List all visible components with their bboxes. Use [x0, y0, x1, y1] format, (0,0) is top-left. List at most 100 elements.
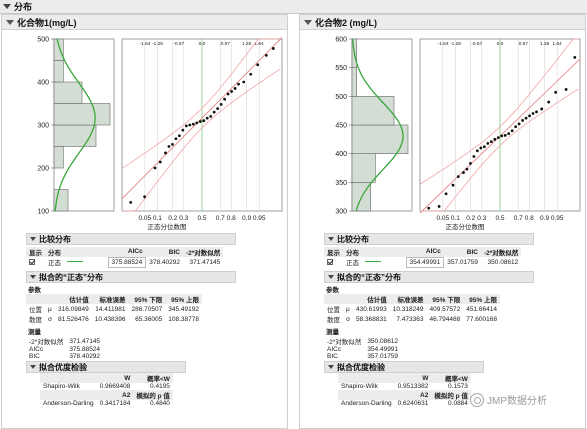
- x-tick-label: 0.2: [168, 215, 177, 222]
- data-point: [233, 87, 237, 90]
- parameter-table: 估计值 标准误差 95% 下限 95% 上限 位置 μ 430.61993 10.31824…: [324, 294, 500, 324]
- quantile-tick-label: 1.28: [540, 41, 550, 47]
- data-point: [230, 90, 233, 93]
- histogram-bar: [53, 103, 111, 126]
- compare-header[interactable]: 比较分布: [26, 233, 236, 245]
- quantile-tick-label: -0.67: [173, 41, 184, 47]
- show-checkbox[interactable]: [327, 258, 333, 265]
- disclosure-icon[interactable]: [328, 275, 334, 279]
- x-tick-label: 0.7: [216, 215, 225, 222]
- data-point: [472, 155, 476, 158]
- histogram-bar: [351, 96, 395, 126]
- fitted-normal-header[interactable]: 拟合的“正态”分布: [324, 271, 534, 283]
- fitted-normal-header[interactable]: 拟合的“正态”分布: [26, 271, 236, 283]
- disclosure-icon[interactable]: [328, 365, 334, 369]
- data-point: [524, 116, 528, 120]
- data-point: [177, 134, 181, 138]
- data-point: [158, 160, 162, 164]
- gof-section: 拟合优度检验 W 概率<W Shapiro-Wilk 0.9669408 0.4195…: [26, 361, 186, 407]
- data-point: [271, 47, 275, 50]
- disclosure-icon[interactable]: [30, 275, 36, 279]
- quantile-tick-label: 0.0: [199, 41, 206, 47]
- distribution-panel: 化合物2 (mg/L) 600 550 500 450 400 350 300 0.05 0.1…: [299, 14, 586, 429]
- quantile-tick-label: 0.0: [497, 41, 504, 47]
- data-point: [456, 175, 460, 179]
- reference-line: [121, 37, 283, 199]
- show-checkbox[interactable]: [29, 258, 35, 265]
- data-point: [462, 171, 465, 174]
- x-tick-label: 0.2: [466, 215, 475, 222]
- data-point: [256, 63, 260, 67]
- data-point: [547, 100, 551, 104]
- data-point: [482, 145, 486, 149]
- histogram-bar: [53, 146, 64, 169]
- panel-title: 化合物2 (mg/L): [315, 17, 377, 28]
- y-tick-label: 300: [37, 123, 49, 130]
- data-point: [437, 205, 441, 208]
- quantile-tick-label: -0.67: [471, 41, 482, 47]
- x-tick-label: 0.8: [525, 215, 534, 222]
- x-tick-label: 0.1: [153, 215, 162, 222]
- measures-table: -2*对数似然 371.47145 AICc 375.88524 BIC 378.40…: [29, 337, 101, 361]
- panel-title: 化合物1(mg/L): [17, 17, 77, 28]
- histogram-bar: [351, 153, 376, 183]
- histogram-bar: [351, 67, 357, 97]
- y-tick-label: 600: [335, 37, 347, 44]
- data-point: [226, 92, 230, 96]
- disclosure-icon[interactable]: [328, 237, 334, 241]
- data-point: [216, 107, 220, 111]
- data-point: [202, 119, 206, 123]
- data-point: [164, 151, 167, 155]
- disclosure-icon[interactable]: [304, 19, 312, 25]
- compare-section: 比较分布 显示 分布 AICc BIC -2*对数似然 正态 375.88524 378.4…: [26, 233, 236, 268]
- data-point: [167, 145, 171, 148]
- data-point: [479, 146, 483, 150]
- disclosure-icon[interactable]: [3, 4, 11, 9]
- outline-header[interactable]: 分布: [0, 0, 587, 14]
- compare-header[interactable]: 比较分布: [324, 233, 534, 245]
- data-point: [264, 53, 268, 57]
- panel-header[interactable]: 化合物2 (mg/L): [300, 15, 585, 30]
- data-point: [171, 142, 174, 146]
- y-tick-label: 200: [37, 166, 49, 173]
- data-point: [514, 125, 518, 129]
- data-point: [223, 97, 227, 101]
- x-axis-label: 正态分位数图: [446, 222, 485, 231]
- y-tick-label: 450: [335, 123, 347, 130]
- reference-line: [419, 58, 581, 214]
- compare-table: 显示 分布 AICc BIC -2*对数似然 正态 354.49991 357.01759 3…: [324, 247, 522, 268]
- wechat-icon: [470, 392, 484, 407]
- distribution-plots: 600 550 500 450 400 350 300 0.05 0.1 0.2 0.3 0.5 0.7…: [335, 37, 581, 231]
- data-point: [469, 162, 472, 165]
- data-point: [531, 112, 535, 115]
- data-point: [496, 136, 500, 140]
- quantile-tick-label: -1.28: [152, 41, 163, 47]
- data-point: [521, 119, 525, 122]
- disclosure-icon[interactable]: [6, 19, 14, 25]
- legend-line: [67, 261, 83, 263]
- data-point: [564, 88, 568, 91]
- gof-header[interactable]: 拟合优度检验: [324, 361, 484, 373]
- histogram-bar: [53, 81, 83, 104]
- panel-header[interactable]: 化合物1(mg/L): [2, 15, 287, 30]
- disclosure-icon[interactable]: [30, 365, 36, 369]
- data-point: [219, 102, 223, 106]
- legend-line: [365, 261, 381, 263]
- data-point: [143, 195, 147, 199]
- disclosure-icon[interactable]: [30, 237, 36, 241]
- data-point: [181, 128, 185, 132]
- gof-header[interactable]: 拟合优度检验: [26, 361, 186, 373]
- quantile-tick-label: -1.64: [437, 41, 448, 47]
- x-tick-label: 0.9: [540, 215, 549, 222]
- x-tick-label: 0.1: [451, 215, 460, 222]
- data-point: [191, 122, 195, 126]
- data-point: [503, 133, 507, 137]
- x-tick-label: 0.3: [477, 215, 486, 222]
- histogram-bar: [53, 38, 64, 61]
- data-point: [174, 137, 178, 141]
- x-tick-label: 0.9: [242, 215, 251, 222]
- data-point: [237, 82, 240, 86]
- y-tick-label: 550: [335, 65, 347, 72]
- confidence-band-upper: [121, 38, 281, 169]
- data-point: [188, 123, 192, 127]
